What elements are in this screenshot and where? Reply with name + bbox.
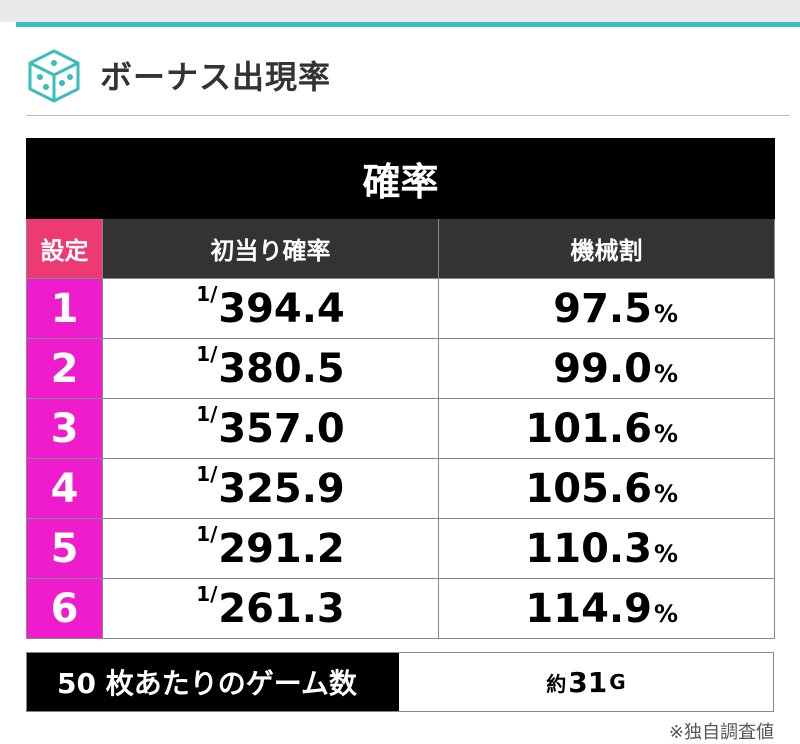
- fraction-prefix: 1/: [196, 581, 218, 606]
- setting-number: 6: [26, 578, 103, 639]
- games-per-50-box: 50 枚あたりのゲーム数 約 31 G: [26, 652, 774, 712]
- table-row: 5 1/291.2 110.3%: [26, 518, 775, 579]
- table-title: 確率: [26, 138, 775, 219]
- probability-value: 291.2: [218, 525, 345, 572]
- payout-value: 105.6: [525, 465, 652, 512]
- payout-cell: 97.5%: [438, 278, 775, 339]
- probability-table: 確率 設定 初当り確率 機械割 1 1/394.4 97.5% 2 1/380.…: [26, 138, 775, 639]
- percent-unit: %: [653, 479, 678, 508]
- setting-number: 4: [26, 458, 103, 519]
- approx-prefix: 約: [546, 671, 567, 696]
- section-title: ボーナス出現率: [100, 58, 332, 96]
- payout-cell: 99.0%: [438, 338, 775, 399]
- games-per-50-value: 約 31 G: [399, 653, 773, 711]
- table-row: 4 1/325.9 105.6%: [26, 458, 775, 519]
- fraction-prefix: 1/: [196, 341, 218, 366]
- games-unit: G: [609, 670, 626, 694]
- probability-cell: 1/394.4: [102, 278, 439, 339]
- fraction-prefix: 1/: [196, 401, 218, 426]
- header-payout: 機械割: [438, 218, 775, 279]
- payout-cell: 101.6%: [438, 398, 775, 459]
- section-header: ボーナス出現率: [26, 45, 331, 105]
- table-row: 6 1/261.3 114.9%: [26, 578, 775, 639]
- setting-number: 3: [26, 398, 103, 459]
- games-per-50-label: 50 枚あたりのゲーム数: [27, 653, 399, 711]
- games-number: 31: [568, 665, 608, 699]
- divider: [26, 115, 790, 116]
- dice-icon: [26, 47, 82, 103]
- probability-value: 380.5: [218, 345, 345, 392]
- setting-number: 5: [26, 518, 103, 579]
- percent-unit: %: [653, 359, 678, 388]
- percent-unit: %: [653, 419, 678, 448]
- percent-unit: %: [653, 599, 678, 628]
- setting-number: 2: [26, 338, 103, 399]
- payout-cell: 114.9%: [438, 578, 775, 639]
- table-row: 1 1/394.4 97.5%: [26, 278, 775, 339]
- probability-value: 394.4: [218, 285, 345, 332]
- header-probability: 初当り確率: [102, 218, 439, 279]
- setting-number: 1: [26, 278, 103, 339]
- payout-value: 110.3: [525, 525, 652, 572]
- fraction-prefix: 1/: [196, 521, 218, 546]
- probability-value: 325.9: [218, 465, 345, 512]
- probability-cell: 1/325.9: [102, 458, 439, 519]
- top-background: [0, 0, 800, 22]
- probability-value: 261.3: [218, 585, 345, 632]
- fraction-prefix: 1/: [196, 281, 218, 306]
- probability-cell: 1/357.0: [102, 398, 439, 459]
- probability-value: 357.0: [218, 405, 345, 452]
- payout-value: 97.5: [553, 285, 652, 332]
- probability-cell: 1/291.2: [102, 518, 439, 579]
- probability-cell: 1/261.3: [102, 578, 439, 639]
- payout-value: 114.9: [525, 585, 652, 632]
- table-row: 2 1/380.5 99.0%: [26, 338, 775, 399]
- fraction-prefix: 1/: [196, 461, 218, 486]
- payout-cell: 105.6%: [438, 458, 775, 519]
- footnote: ※独自調査値: [668, 722, 774, 743]
- percent-unit: %: [653, 539, 678, 568]
- percent-unit: %: [653, 299, 678, 328]
- header-setting: 設定: [26, 218, 103, 279]
- probability-cell: 1/380.5: [102, 338, 439, 399]
- payout-cell: 110.3%: [438, 518, 775, 579]
- payout-value: 101.6: [525, 405, 652, 452]
- payout-value: 99.0: [553, 345, 652, 392]
- table-row: 3 1/357.0 101.6%: [26, 398, 775, 459]
